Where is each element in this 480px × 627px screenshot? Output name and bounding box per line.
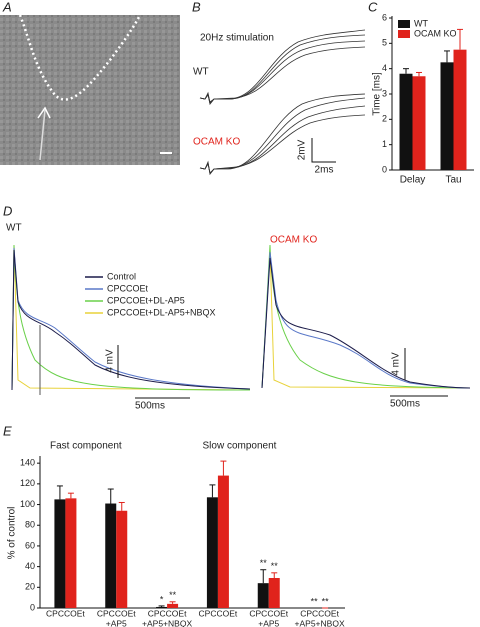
- y-tick-label: 4: [382, 63, 387, 73]
- x-tick-label: Tau: [445, 175, 461, 186]
- y-tick-label: 3: [382, 88, 387, 98]
- error-bar: [169, 601, 176, 604]
- y-axis-label: Time [ms]: [372, 72, 383, 116]
- error-bar: [457, 28, 463, 50]
- panel-label: C: [368, 0, 378, 14]
- panel-label: D: [3, 203, 12, 218]
- bar: [116, 510, 128, 608]
- error-bar: [118, 501, 125, 511]
- y-tick-label: 5: [382, 38, 387, 48]
- x-tick-label: CPCCOEt: [46, 608, 85, 618]
- y-tick-label: 0: [382, 164, 387, 174]
- x-tick-label: +AP5+NBQX: [142, 618, 192, 627]
- legend-swatch: [398, 30, 410, 38]
- legend-label: CPCCOEt: [107, 283, 149, 293]
- group-title: Fast component: [50, 441, 122, 452]
- scale-label: 2ms: [315, 165, 334, 176]
- bar: [167, 603, 179, 608]
- bar: [156, 606, 168, 608]
- bar: [399, 73, 413, 170]
- trace-label: WT: [6, 223, 22, 234]
- x-tick-label: +AP5: [106, 618, 127, 627]
- bar: [217, 475, 229, 608]
- scale-label: 500ms: [135, 401, 165, 412]
- significance: **: [260, 558, 268, 568]
- panel-label: A: [2, 0, 12, 14]
- group-title: Slow component: [203, 441, 277, 452]
- bar: [268, 578, 280, 608]
- error-bar: [67, 492, 74, 499]
- error-bar: [209, 484, 216, 498]
- significance: **: [169, 590, 177, 600]
- legend-label: CPCCOEt+DL-AP5+NBQX: [107, 307, 216, 317]
- bar: [65, 498, 77, 608]
- error-bar: [107, 488, 114, 504]
- error-bar: [271, 572, 278, 578]
- legend-label: Control: [107, 271, 136, 281]
- error-bar: [403, 68, 409, 74]
- error-bar: [416, 71, 422, 77]
- trace-label: WT: [193, 67, 209, 78]
- traces-b: [199, 29, 366, 175]
- y-tick-label: 1: [382, 139, 387, 149]
- scale-label: 500ms: [390, 399, 420, 410]
- bar: [54, 499, 66, 608]
- significance: **: [271, 561, 279, 571]
- y-tick-label: 140: [20, 458, 35, 468]
- y-tick-label: 60: [25, 540, 35, 550]
- legend-label: WT: [414, 18, 428, 28]
- y-tick-label: 120: [20, 478, 35, 488]
- bar: [453, 49, 467, 170]
- panel-label: E: [3, 423, 12, 438]
- bar: [257, 583, 269, 608]
- error-bar: [56, 485, 63, 500]
- legend-label: OCAM KO: [414, 28, 457, 38]
- y-tick-label: 40: [25, 561, 35, 571]
- x-tick-label: CPCCOEt: [97, 608, 136, 618]
- y-tick-label: 80: [25, 520, 35, 530]
- y-axis-label: % of control: [7, 507, 18, 560]
- legend: Control CPCCOEt CPCCOEt+DL-AP5 CPCCOEt+DL-A…: [85, 271, 216, 317]
- x-tick-label: CPCCOEt: [300, 608, 339, 618]
- scale-label: 2mV: [297, 139, 308, 160]
- y-tick-label: 100: [20, 499, 35, 509]
- significance: **: [322, 596, 330, 606]
- x-tick-label: +AP5: [258, 618, 279, 627]
- bar: [440, 62, 454, 171]
- bar: [206, 497, 218, 608]
- error-bar: [220, 460, 227, 476]
- error-bar: [158, 605, 165, 607]
- scale-bar: [311, 138, 336, 163]
- error-bar: [444, 50, 450, 63]
- error-bar: [260, 569, 267, 584]
- scale-label: 4 mV: [391, 352, 402, 376]
- significance: *: [160, 594, 164, 604]
- x-tick-label: CPCCOEt: [199, 608, 238, 618]
- panel-label: B: [192, 0, 201, 14]
- x-tick-label: +AP5+NBQX: [295, 618, 345, 627]
- trace-label: OCAM KO: [193, 137, 240, 148]
- traces-d: [11, 244, 471, 395]
- y-tick-label: 20: [25, 582, 35, 592]
- y-tick-label: 0: [30, 602, 35, 612]
- legend-label: CPCCOEt+DL-AP5: [107, 295, 185, 305]
- x-tick-label: Delay: [400, 175, 426, 186]
- trace-label: OCAM KO: [270, 235, 317, 246]
- scale-label: 4 mV: [105, 349, 116, 373]
- x-tick-label: CPCCOEt: [148, 608, 187, 618]
- y-tick-label: 6: [382, 12, 387, 22]
- significance: **: [311, 596, 319, 606]
- bar: [105, 503, 117, 608]
- y-tick-label: 2: [382, 114, 387, 124]
- micrograph: [0, 14, 180, 165]
- panel-title: 20Hz stimulation: [200, 33, 274, 44]
- legend-swatch: [398, 20, 410, 28]
- x-tick-label: CPCCOEt: [249, 608, 288, 618]
- bar: [412, 76, 426, 170]
